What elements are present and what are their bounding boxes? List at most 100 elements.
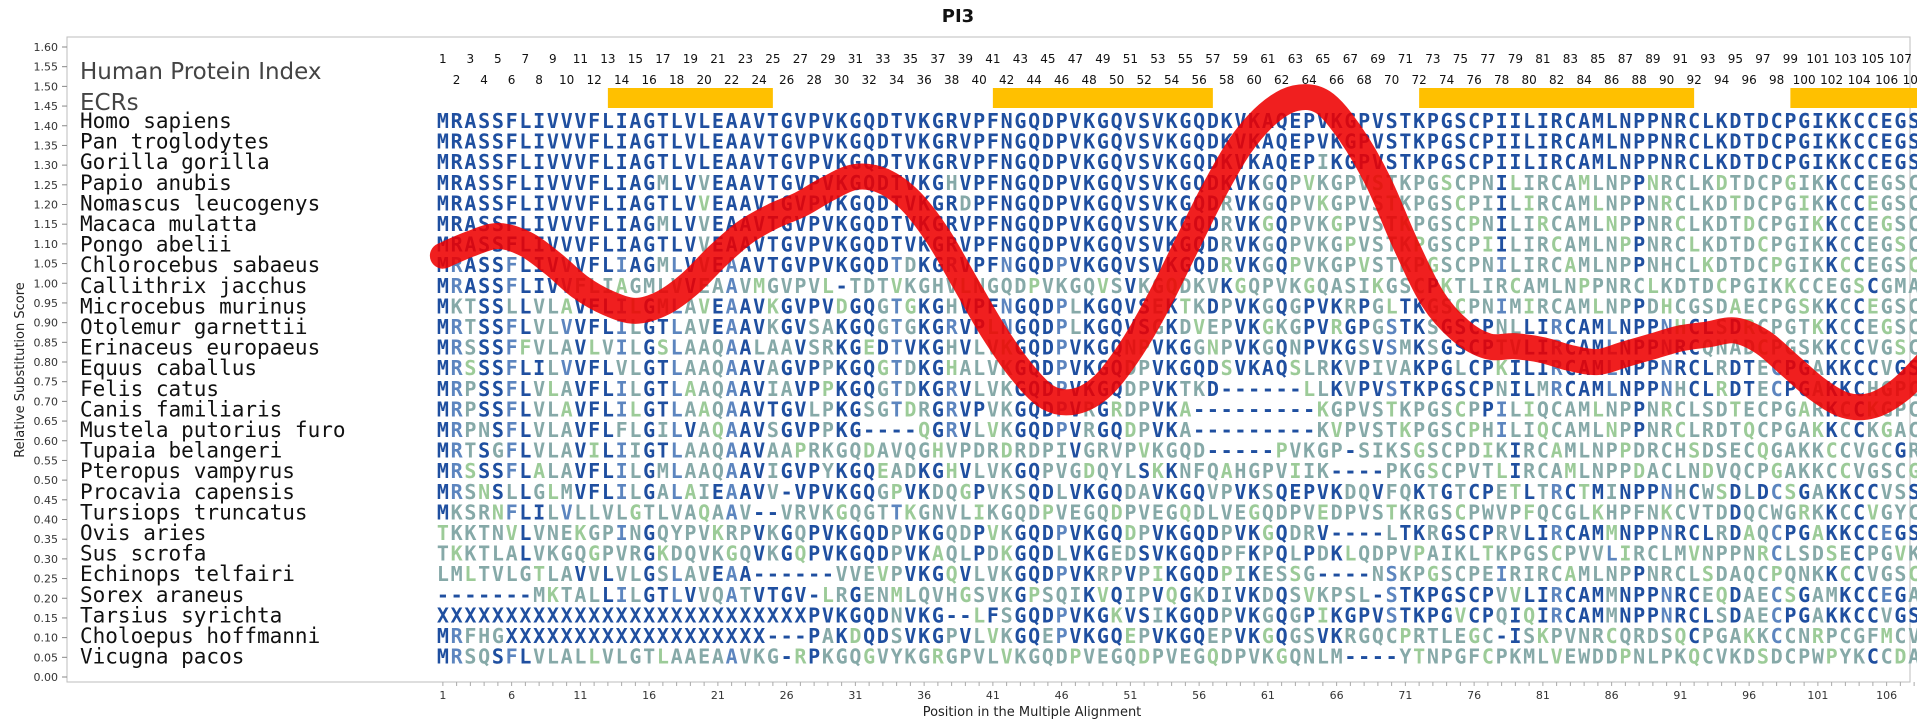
residue: K (1248, 191, 1260, 215)
residue: P (973, 253, 985, 277)
human-index-odd: 95 (1728, 52, 1743, 66)
residue: D (1716, 253, 1728, 277)
y-tick-label: 0.20 (34, 592, 59, 605)
residue: W (1578, 645, 1591, 669)
residue: K (1317, 171, 1329, 195)
residue: A (712, 645, 724, 669)
residue: L (671, 191, 683, 215)
y-tick-label: 0.85 (34, 336, 59, 349)
residue: L (1537, 645, 1549, 669)
residue: A (726, 191, 738, 215)
residue: K (1716, 150, 1728, 174)
residue: D (877, 109, 889, 133)
residue: V (959, 130, 971, 154)
residue: L (616, 645, 628, 669)
human-index-even: 74 (1439, 73, 1454, 87)
residue: G (643, 212, 655, 236)
human-index-even: 34 (889, 73, 904, 87)
residue: C (1853, 233, 1865, 257)
residue: C (1757, 191, 1769, 215)
residue: V (1358, 191, 1370, 215)
residue: G (849, 191, 861, 215)
residue: P (973, 130, 985, 154)
residue: R (1537, 212, 1550, 236)
residue: K (1826, 233, 1838, 257)
residue: C (1908, 212, 1917, 236)
human-index-label: Human Protein Index (80, 59, 322, 85)
residue: G (849, 109, 861, 133)
residue: K (753, 645, 765, 669)
y-tick-label: 0.35 (34, 533, 59, 546)
residue: L (1688, 233, 1700, 257)
human-index-even: 78 (1494, 73, 1509, 87)
residue: I (533, 130, 545, 154)
human-index-even: 30 (834, 73, 849, 87)
residue: G (1427, 233, 1439, 257)
residue: S (1894, 212, 1906, 236)
residue: C (1757, 212, 1769, 236)
residue: L (1523, 150, 1535, 174)
residue: G (643, 233, 655, 257)
residue: N (1661, 109, 1673, 133)
residue: G (1262, 233, 1274, 257)
residue: C (1551, 191, 1563, 215)
residue: V (904, 233, 916, 257)
residue: P (1289, 253, 1301, 277)
residue: E (1867, 253, 1879, 277)
residue: K (1083, 171, 1095, 195)
residue: K (1083, 191, 1095, 215)
residue: P (1303, 130, 1315, 154)
residue: A (739, 130, 751, 154)
residue: K (1083, 212, 1095, 236)
residue: F (588, 109, 600, 133)
residue: A (739, 253, 751, 277)
residue: P (1647, 150, 1659, 174)
residue: N (1647, 191, 1659, 215)
residue: S (1441, 171, 1453, 195)
residue: L (1592, 212, 1604, 236)
human-index-odd: 99 (1783, 52, 1798, 66)
residue: E (698, 645, 710, 669)
x-tick-label: 106 (1876, 689, 1897, 702)
residue: K (1716, 109, 1728, 133)
residue: E (712, 130, 724, 154)
residue: V (1001, 645, 1013, 669)
residue: N (1647, 212, 1659, 236)
residue: G (1454, 645, 1466, 669)
residue: L (1509, 253, 1521, 277)
residue: G (643, 253, 655, 277)
human-index-odd: 17 (655, 52, 670, 66)
residue: D (1042, 212, 1054, 236)
residue: S (1138, 191, 1150, 215)
residue: K (1826, 171, 1838, 195)
residue: R (946, 191, 959, 215)
residue: I (1812, 150, 1824, 174)
human-index-odd: 19 (683, 52, 698, 66)
residue: P (959, 645, 971, 669)
residue: K (1839, 130, 1851, 154)
residue: I (1523, 212, 1535, 236)
residue: K (918, 253, 930, 277)
residue: Q (1111, 171, 1123, 195)
residue: F (588, 171, 600, 195)
x-tick-label: 1 (439, 689, 446, 702)
residue: M (657, 253, 669, 277)
residue: C (1867, 645, 1879, 669)
x-tick-label: 66 (1330, 689, 1344, 702)
residue: L (671, 253, 683, 277)
residue: V (1152, 150, 1164, 174)
y-tick-label: 1.55 (34, 61, 59, 74)
human-index-even: 98 (1769, 73, 1784, 87)
residue: K (1826, 212, 1838, 236)
x-tick-label: 61 (1261, 689, 1275, 702)
residue: N (1647, 171, 1659, 195)
residue: D (1606, 645, 1618, 669)
human-index-even: 96 (1741, 73, 1756, 87)
human-index-even: 86 (1604, 73, 1619, 87)
residue: R (1537, 253, 1550, 277)
ecr-bars (607, 88, 1917, 108)
residue: A (1262, 150, 1274, 174)
species-label: Vicugna pacos (80, 645, 244, 669)
residue: R (1537, 233, 1550, 257)
residue: V (1152, 109, 1164, 133)
